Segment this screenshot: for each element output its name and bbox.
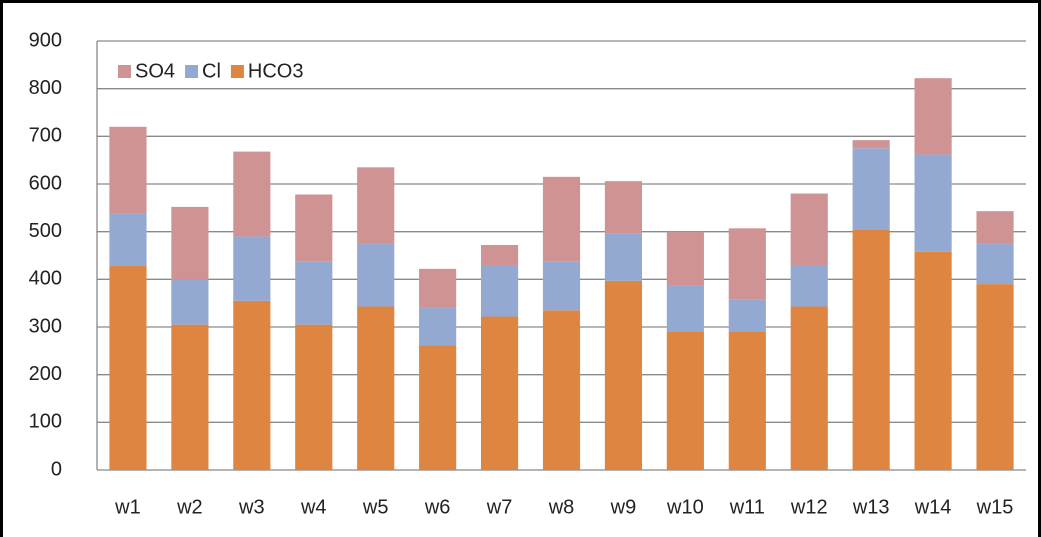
bar-segment — [542, 310, 581, 470]
bar-segment — [542, 261, 581, 311]
y-tick-label: 0 — [51, 458, 62, 480]
bar-segment — [109, 265, 147, 470]
bar-segment — [295, 261, 333, 325]
bar-segment — [109, 213, 147, 266]
legend-swatch — [230, 65, 244, 78]
x-tick-label: w11 — [729, 496, 765, 518]
bar-segment — [914, 154, 952, 252]
bar-segment — [171, 279, 209, 325]
y-tick-label: 200 — [29, 363, 62, 385]
bar-segment — [852, 140, 890, 149]
x-tick-label: w9 — [610, 496, 637, 518]
bar-segment — [666, 285, 704, 332]
bar-segment — [233, 151, 271, 237]
bar-segment — [666, 231, 704, 286]
bar-segment — [357, 167, 395, 244]
y-tick-label: 900 — [29, 29, 62, 51]
y-tick-label: 100 — [29, 411, 62, 433]
bar-segment — [852, 229, 890, 470]
legend-label: Cl — [202, 60, 221, 82]
bar-segment — [790, 265, 828, 307]
bar-segment — [171, 324, 209, 470]
y-tick-label: 600 — [29, 172, 62, 194]
bar-segment — [171, 206, 209, 280]
bar-segment — [480, 265, 519, 317]
bar-segment — [480, 245, 519, 266]
legend-swatch — [185, 65, 199, 78]
x-tick-label: w1 — [114, 496, 141, 518]
bar-segment — [790, 306, 828, 470]
x-tick-label: w4 — [300, 496, 327, 518]
y-tick-label: 700 — [29, 125, 62, 147]
x-tick-label: w10 — [666, 496, 704, 518]
bar-segment — [480, 316, 519, 470]
x-tick-label: w15 — [976, 496, 1014, 518]
bar-segment — [357, 306, 395, 470]
y-tick-label: 300 — [29, 315, 62, 337]
bar-segment — [233, 300, 271, 470]
x-tick-label: w7 — [486, 496, 513, 518]
bar-segment — [419, 268, 457, 308]
bar-segment — [419, 345, 457, 470]
x-tick-label: w6 — [424, 496, 451, 518]
x-tick-label: w8 — [548, 496, 575, 518]
bar-segment — [914, 78, 952, 155]
bar-segment — [542, 176, 581, 262]
y-tick-label: 400 — [29, 268, 62, 290]
x-tick-label: w5 — [362, 496, 389, 518]
bar-segment — [233, 236, 271, 301]
bar-segment — [976, 243, 1014, 285]
x-tick-label: w13 — [852, 496, 890, 518]
bar-segment — [666, 331, 704, 470]
legend-swatch — [118, 65, 131, 78]
y-tick-label: 800 — [29, 77, 62, 99]
bar-segment — [604, 233, 643, 281]
bar-segment — [295, 194, 333, 262]
bar-segment — [976, 211, 1014, 244]
x-tick-label: w2 — [176, 496, 203, 518]
bar-segment — [604, 181, 643, 234]
x-tick-label: w14 — [914, 496, 952, 518]
bar-segment — [976, 284, 1014, 470]
bar-segment — [914, 251, 952, 470]
y-tick-label: 500 — [29, 220, 62, 242]
bar-segment — [852, 148, 890, 230]
bar-segment — [728, 299, 766, 332]
bar-segment — [728, 331, 766, 470]
bar-segment — [109, 126, 147, 214]
bar-segment — [604, 280, 643, 470]
x-tick-label: w12 — [790, 496, 828, 518]
bar-segment — [728, 228, 766, 300]
bar-segment — [295, 324, 333, 470]
legend-label: SO4 — [135, 60, 175, 82]
legend-label: HCO3 — [248, 60, 304, 82]
bar-segment — [357, 243, 395, 307]
bar-segment — [790, 193, 828, 266]
x-tick-label: w3 — [238, 496, 265, 518]
bar-segment — [419, 307, 457, 346]
